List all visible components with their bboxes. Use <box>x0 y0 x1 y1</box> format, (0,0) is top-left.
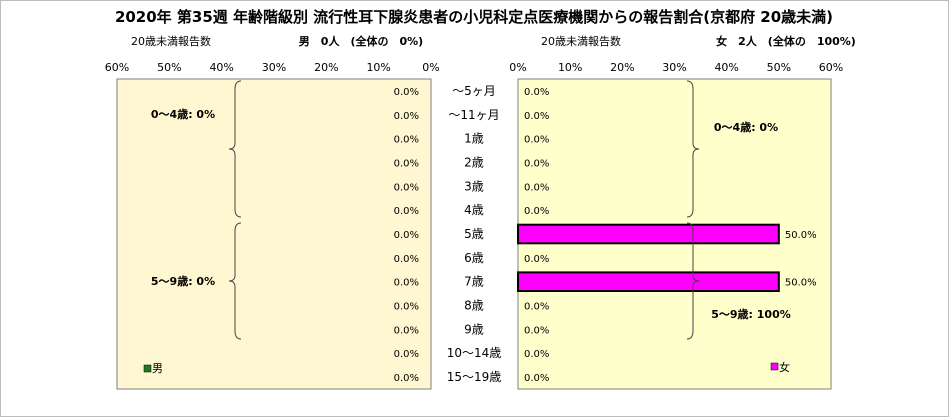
category-label: ～11ヶ月 <box>448 108 499 122</box>
left-plot-area <box>116 78 432 390</box>
right-header-info: 女 2人 (全体の 100%) <box>716 34 856 48</box>
female-brace-5-9 <box>686 222 700 340</box>
male-data-label: 0.0% <box>394 111 419 122</box>
chart-title: 2020年 第35週 年齢階級別 流行性耳下腺炎患者の小児科定点医療機関からの報… <box>115 8 833 26</box>
male-data-label: 0.0% <box>394 325 419 336</box>
male-group-0-4: 0～4歳: 0% <box>151 107 215 121</box>
female-data-label: 0.0% <box>524 373 549 384</box>
female-data-label: 0.0% <box>524 349 549 360</box>
legend-male-swatch <box>143 364 152 373</box>
category-label: 1歳 <box>464 132 484 146</box>
left-header-label: 20歳未満報告数 <box>131 35 211 48</box>
category-label: 3歳 <box>464 179 484 193</box>
left-x-axis: 60% 50% 40% 30% 20% 10% 0% <box>105 61 440 74</box>
right-header-label: 20歳未満報告数 <box>541 35 621 48</box>
female-data-label: 0.0% <box>524 325 549 336</box>
age-group-braces <box>228 80 700 340</box>
category-label: 9歳 <box>464 322 484 336</box>
male-data-label: 0.0% <box>394 230 419 241</box>
male-data-label: 0.0% <box>394 302 419 313</box>
category-label: 4歳 <box>464 203 484 217</box>
male-data-label: 0.0% <box>394 158 419 169</box>
category-label: 6歳 <box>464 251 484 265</box>
female-data-label: 0.0% <box>524 87 549 98</box>
male-data-label: 0.0% <box>394 206 419 217</box>
female-data-label: 0.0% <box>524 206 549 217</box>
male-data-label: 0.0% <box>394 182 419 193</box>
legend-female-label: 女 <box>779 360 790 374</box>
right-tick-label: 60% <box>819 61 843 74</box>
left-tick-label: 40% <box>209 61 233 74</box>
female-data-label: 0.0% <box>524 135 549 146</box>
female-data-label: 0.0% <box>524 111 549 122</box>
male-data-label: 0.0% <box>394 349 419 360</box>
female-brace-0-4 <box>686 80 700 218</box>
category-labels: ～5ヶ月 ～11ヶ月 1歳 2歳 3歳 4歳 5歳 6歳 7歳 8歳 9歳 10～14歳 15～19歳 <box>447 84 502 384</box>
left-tick-label: 10% <box>366 61 390 74</box>
category-label: 10～14歳 <box>447 346 502 360</box>
male-data-labels: 0.0% 0.0% 0.0% 0.0% 0.0% 0.0% 0.0% 0.0% 0.0% 0.0%… <box>394 87 419 384</box>
male-data-label: 0.0% <box>394 87 419 98</box>
category-label: ～5ヶ月 <box>452 84 496 98</box>
right-tick-label: 10% <box>558 61 582 74</box>
male-group-5-9: 5～9歳: 0% <box>151 274 215 288</box>
male-brace-0-4 <box>228 80 242 218</box>
right-tick-label: 30% <box>662 61 686 74</box>
right-x-axis: 0% 10% 20% 30% 40% 50% 60% <box>509 61 843 74</box>
female-data-label: 50.0% <box>785 278 817 289</box>
female-group-0-4: 0～4歳: 0% <box>714 120 778 134</box>
category-label: 7歳 <box>464 275 484 289</box>
category-label: 8歳 <box>464 299 484 313</box>
male-data-label: 0.0% <box>394 135 419 146</box>
female-group-5-9: 5～9歳: 100% <box>711 307 791 321</box>
female-data-label: 0.0% <box>524 254 549 265</box>
male-brace-5-9 <box>228 222 242 340</box>
category-label: 2歳 <box>464 155 484 169</box>
legend-male-label: 男 <box>152 362 163 375</box>
category-label: 15～19歳 <box>447 370 502 384</box>
left-header-info: 男 0人 (全体の 0%) <box>299 34 423 48</box>
female-data-label: 0.0% <box>524 158 549 169</box>
legend-female-swatch <box>770 362 779 371</box>
left-tick-label: 0% <box>422 61 439 74</box>
female-bars <box>517 223 780 292</box>
category-label: 5歳 <box>464 227 484 241</box>
female-data-label: 50.0% <box>785 230 817 241</box>
left-tick-label: 50% <box>157 61 181 74</box>
male-data-label: 0.0% <box>394 278 419 289</box>
right-tick-label: 40% <box>714 61 738 74</box>
female-data-label: 0.0% <box>524 182 549 193</box>
left-tick-label: 20% <box>314 61 338 74</box>
left-tick-label: 60% <box>105 61 129 74</box>
right-tick-label: 50% <box>767 61 791 74</box>
male-data-label: 0.0% <box>394 373 419 384</box>
male-data-label: 0.0% <box>394 254 419 265</box>
right-tick-label: 0% <box>509 61 526 74</box>
left-tick-label: 30% <box>262 61 286 74</box>
female-bar <box>517 271 780 292</box>
female-bar <box>517 223 780 245</box>
right-tick-label: 20% <box>610 61 634 74</box>
female-data-label: 0.0% <box>524 302 549 313</box>
female-data-labels: 0.0% 0.0% 0.0% 0.0% 0.0% 0.0% 50.0% 0.0% 50.0% 0.… <box>524 87 817 384</box>
